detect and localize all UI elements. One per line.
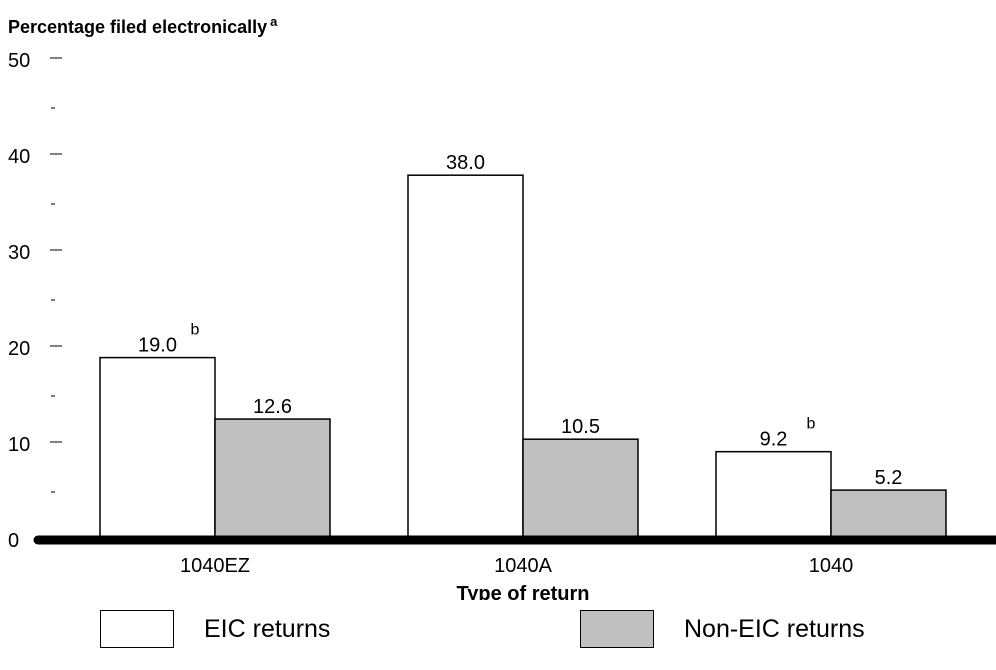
- y-axis-title-text: Percentage filed electronically: [8, 17, 268, 37]
- data-label: 19.0: [138, 335, 177, 357]
- legend-item-non-eic: Non-EIC returns: [580, 610, 865, 648]
- bar-chart: 0 10 20 30 40 50 19.0 b 38.0 9.2 b 12.6 10.5 5.2 1040E…: [8, 50, 996, 600]
- data-label-footnote: b: [807, 416, 816, 433]
- bar-eic: [715, 450, 832, 541]
- bar-non-eic: [214, 418, 331, 541]
- legend-swatch-eic: [100, 610, 174, 648]
- data-label-footnote: b: [191, 322, 200, 339]
- y-tick-label: 30: [8, 242, 30, 264]
- y-tick-label: 40: [8, 146, 30, 168]
- data-label: 5.2: [875, 467, 903, 489]
- data-label: 9.2: [760, 429, 788, 451]
- x-tick-label: 1040EZ: [180, 555, 250, 577]
- bar-eic: [407, 174, 524, 541]
- y-axis-title: Percentage filed electronically a: [8, 14, 277, 38]
- legend-label-non-eic: Non-EIC returns: [684, 614, 865, 643]
- y-tick-label: 20: [8, 338, 30, 360]
- bar-non-eic: [522, 438, 639, 541]
- bar-eic: [99, 356, 216, 541]
- y-tick-label: 0: [8, 530, 19, 552]
- x-axis-title: Type of return: [457, 583, 590, 600]
- legend-item-eic: EIC returns: [100, 610, 330, 648]
- y-axis-title-footnote: a: [270, 14, 278, 29]
- y-tick-label: 10: [8, 434, 30, 456]
- x-tick-label: 1040A: [494, 555, 552, 577]
- legend-swatch-non-eic: [580, 610, 654, 648]
- data-label: 38.0: [446, 152, 485, 174]
- data-label: 12.6: [253, 396, 292, 418]
- bar-non-eic: [830, 489, 947, 541]
- data-label: 10.5: [561, 416, 600, 438]
- legend-label-eic: EIC returns: [204, 614, 331, 643]
- x-tick-label: 1040: [809, 555, 854, 577]
- y-tick-label: 50: [8, 50, 30, 72]
